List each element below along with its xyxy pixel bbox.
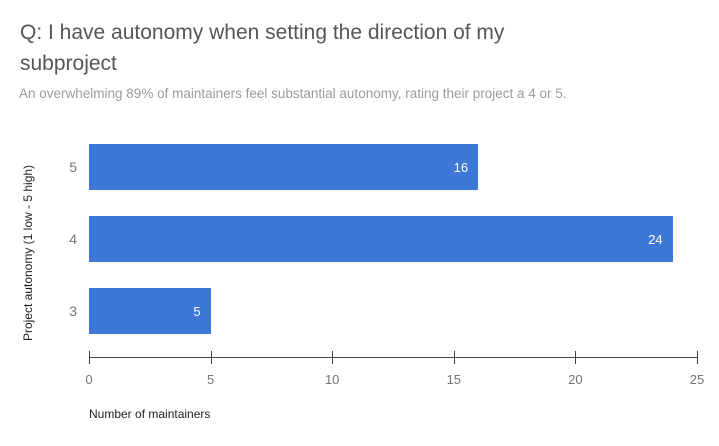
tick-label: 15 bbox=[446, 372, 462, 387]
bar: 5 bbox=[89, 288, 211, 334]
bar-value-label: 5 bbox=[193, 303, 201, 319]
x-axis-line bbox=[89, 357, 697, 358]
category-label: 4 bbox=[69, 231, 77, 247]
axis-tick bbox=[332, 351, 334, 364]
bar-value-label: 16 bbox=[453, 159, 469, 175]
bar-value-label: 24 bbox=[648, 231, 663, 247]
chart-title: Q: I have autonomy when setting the dire… bbox=[20, 21, 505, 75]
tick-label: 10 bbox=[324, 372, 340, 387]
tick-label: 20 bbox=[568, 372, 583, 387]
axis-tick bbox=[697, 351, 698, 364]
category-label: 5 bbox=[69, 159, 77, 175]
axis-tick bbox=[210, 351, 212, 364]
chart-subtitle: An overwhelming 89% of maintainers feel … bbox=[19, 86, 567, 101]
plot-area: 5 16 4 24 3 5 0 5 10 15 20 25 bbox=[69, 122, 704, 387]
x-axis-title: Number of maintainers bbox=[89, 407, 211, 421]
axis-tick bbox=[89, 351, 90, 364]
axis-tick bbox=[575, 351, 577, 364]
axis-tick bbox=[453, 351, 455, 364]
bar: 24 bbox=[89, 216, 673, 262]
bar: 16 bbox=[89, 144, 479, 190]
tick-label: 0 bbox=[85, 372, 93, 387]
tick-label: 25 bbox=[689, 372, 705, 387]
y-axis-title: Project autonomy (1 low - 5 high) bbox=[21, 164, 35, 342]
tick-label: 5 bbox=[206, 372, 215, 387]
category-label: 3 bbox=[69, 303, 77, 319]
